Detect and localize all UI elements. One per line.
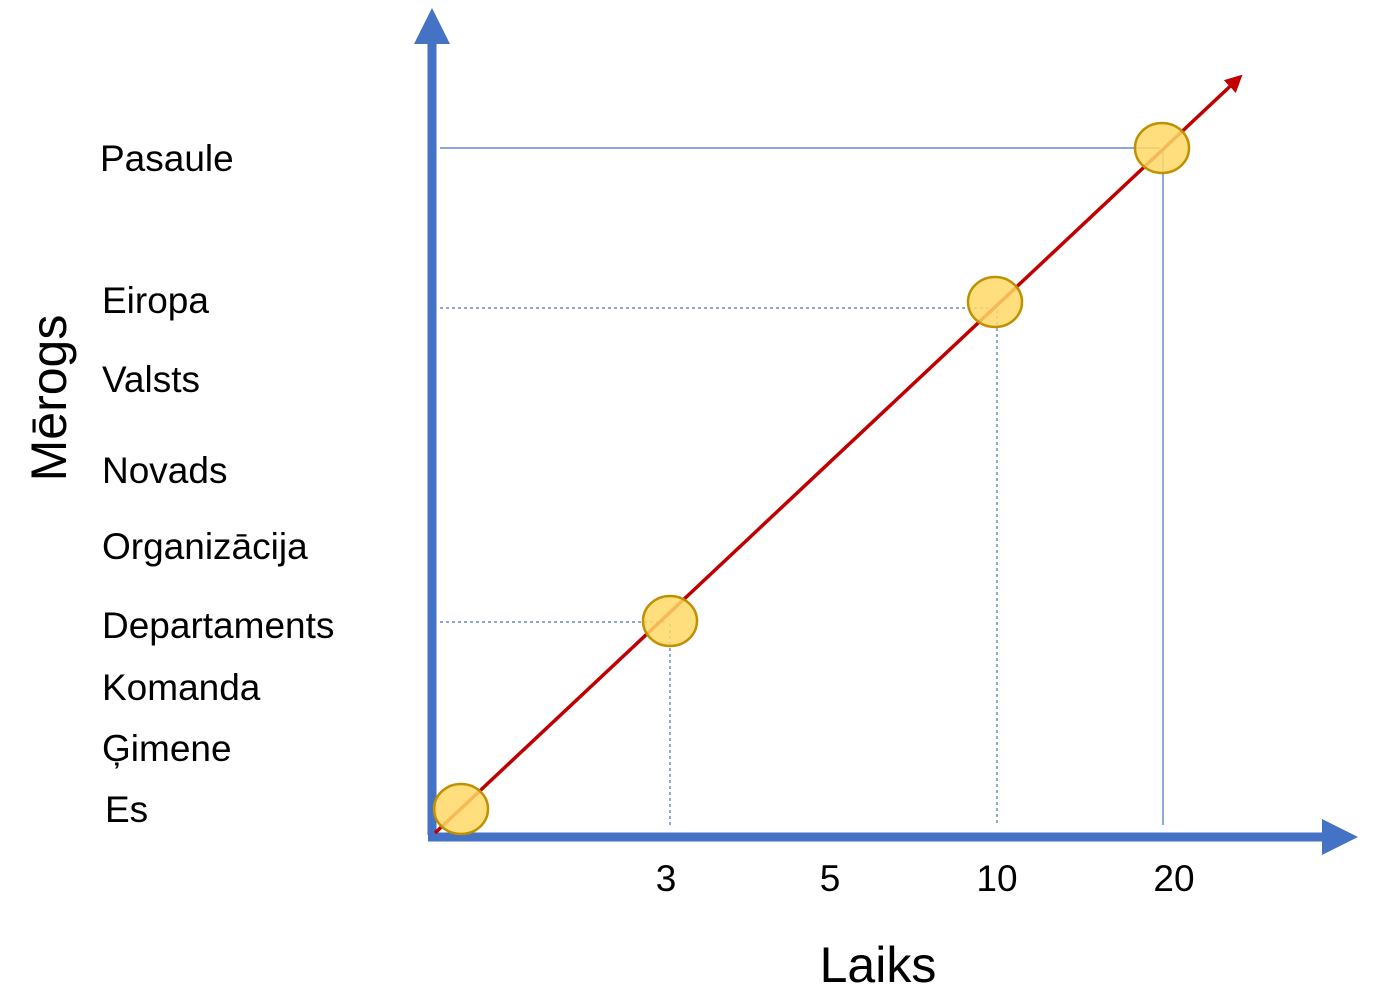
x-tick-3: 3	[656, 858, 677, 899]
x-tick-labels: 3 5 10 20	[656, 858, 1195, 899]
y-axis-title: Mērogs	[21, 315, 77, 482]
highlight-points	[432, 121, 1191, 836]
y-level-pasaule: Pasaule	[100, 138, 234, 179]
y-level-eiropa: Eiropa	[102, 280, 209, 321]
x-tick-20: 20	[1153, 858, 1194, 899]
y-level-organizacija: Organizācija	[102, 526, 308, 567]
point-eiropa	[966, 275, 1024, 329]
y-level-novads: Novads	[102, 450, 227, 491]
y-level-departaments: Departaments	[102, 605, 334, 646]
x-axis-title: Laiks	[820, 937, 937, 987]
trend-line	[433, 74, 1243, 835]
y-level-komanda: Komanda	[102, 667, 261, 708]
y-level-gimene: Ģimene	[102, 728, 232, 769]
point-pasaule	[1133, 121, 1191, 175]
point-departaments	[641, 594, 699, 648]
x-tick-10: 10	[976, 858, 1017, 899]
y-level-es: Es	[105, 789, 148, 830]
axes	[414, 8, 1358, 855]
guide-lines	[440, 147, 1164, 825]
y-level-labels: Pasaule Eiropa Valsts Novads Organizācij…	[100, 138, 334, 830]
y-axis-arrowhead	[414, 8, 450, 44]
point-es	[432, 782, 490, 836]
y-level-valsts: Valsts	[102, 359, 200, 400]
x-axis-arrowhead	[1322, 819, 1358, 855]
x-tick-5: 5	[820, 858, 841, 899]
